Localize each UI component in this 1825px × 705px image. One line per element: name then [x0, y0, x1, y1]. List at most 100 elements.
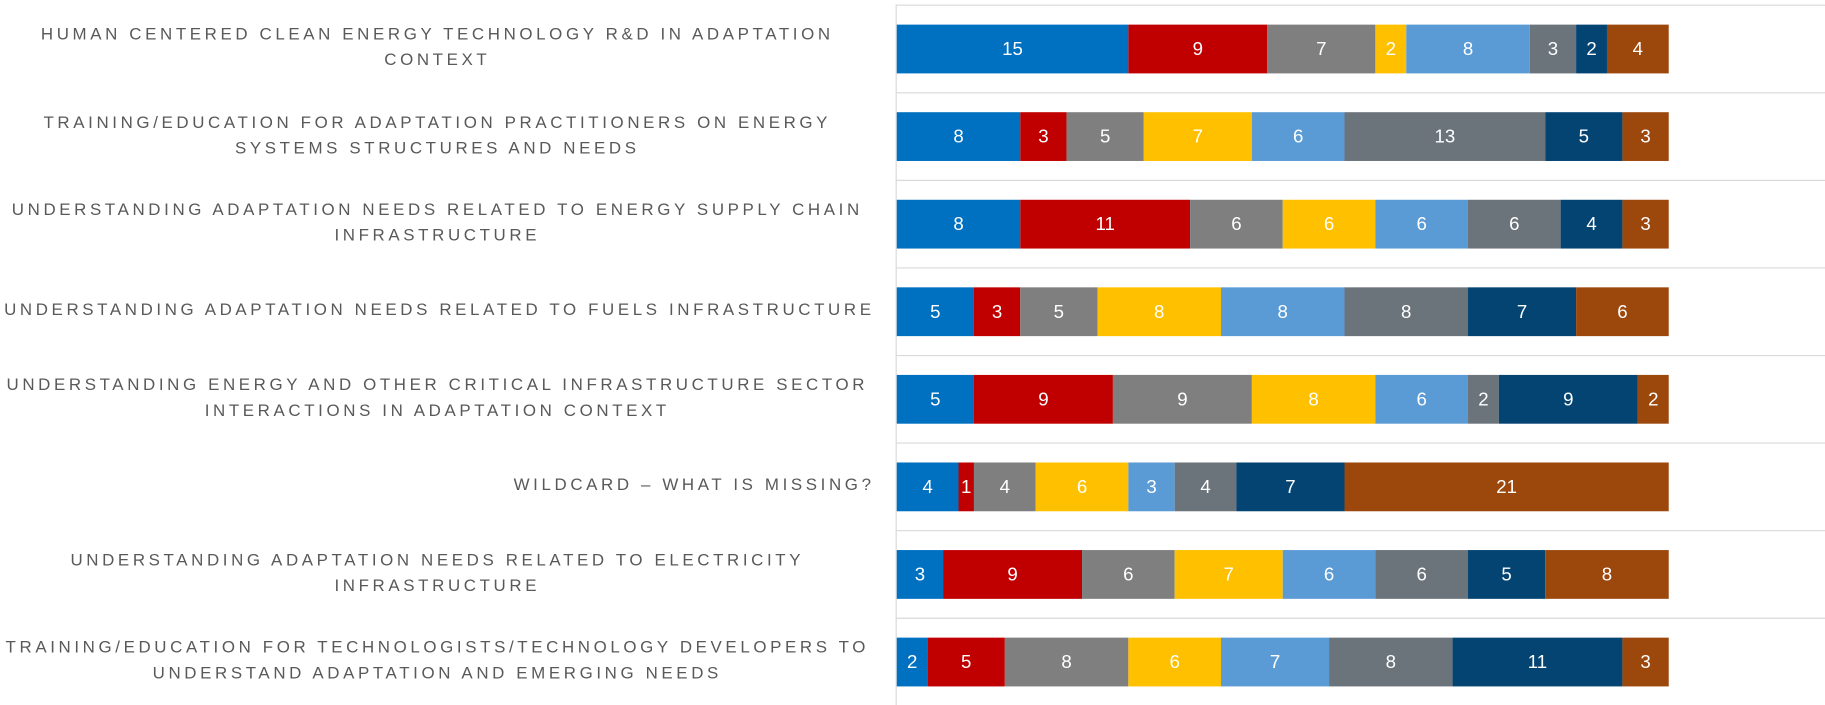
- bar-segment: [1344, 462, 1669, 512]
- data-label: 6: [1509, 213, 1519, 234]
- bar-segment: [1251, 374, 1376, 424]
- data-label: 3: [1640, 651, 1650, 672]
- data-label: 13: [1434, 126, 1455, 147]
- y-tick-label: TRAINING/EDUCATION FOR ADAPTATION PRACTI…: [43, 113, 832, 158]
- data-label: 6: [1417, 388, 1427, 409]
- data-label: 4: [1200, 476, 1210, 497]
- bar-segment: [1128, 24, 1268, 74]
- bar-segment: [896, 462, 959, 512]
- data-label: 8: [1278, 301, 1288, 322]
- data-label: 8: [953, 213, 963, 234]
- bar-segment: [1112, 374, 1252, 424]
- data-label: 11: [1096, 213, 1115, 234]
- bar-segment: [1545, 112, 1623, 161]
- bar-segment: [896, 24, 1129, 74]
- y-tick-label: TRAINING/EDUCATION FOR TECHNOLOGISTS/TEC…: [5, 638, 870, 683]
- bar-segment: [1468, 287, 1577, 337]
- bar-segment: [1251, 112, 1345, 161]
- category-label-wrap: UNDERSTANDING ADAPTATION NEEDS RELATED T…: [0, 548, 875, 599]
- bar-segment: [973, 462, 1036, 512]
- data-label: 6: [1169, 651, 1179, 672]
- data-label: 9: [1177, 388, 1187, 409]
- data-label: 2: [1586, 38, 1596, 59]
- data-label: 11: [1528, 651, 1547, 672]
- bar-segment: [1606, 24, 1669, 74]
- data-label: 8: [1386, 651, 1396, 672]
- data-label: 3: [1640, 126, 1650, 147]
- data-label: 5: [1054, 301, 1064, 322]
- category-label-wrap: TRAINING/EDUCATION FOR TECHNOLOGISTS/TEC…: [0, 635, 875, 686]
- bar-segment: [1267, 24, 1376, 74]
- bar-segment: [1375, 374, 1469, 424]
- bar-segment: [1576, 24, 1607, 74]
- data-label: 3: [1640, 213, 1650, 234]
- data-label: 6: [1077, 476, 1087, 497]
- data-label: 5: [1579, 126, 1589, 147]
- bar-segment: [1375, 199, 1469, 249]
- category-label-wrap: UNDERSTANDING ADAPTATION NEEDS RELATED T…: [0, 298, 875, 324]
- bar-segment: [1560, 199, 1623, 249]
- category-label-wrap: WILDCARD – WHAT IS MISSING?: [0, 473, 875, 499]
- data-label: 3: [1146, 476, 1156, 497]
- y-tick-label: UNDERSTANDING ADAPTATION NEEDS RELATED T…: [70, 551, 805, 596]
- bar-segment: [1220, 637, 1330, 687]
- y-tick-label: UNDERSTANDING ENERGY AND OTHER CRITICAL …: [6, 376, 869, 421]
- data-label: 4: [1000, 476, 1010, 497]
- data-label: 6: [1123, 564, 1133, 585]
- data-label: 1: [961, 476, 971, 497]
- bar-segment: [1220, 287, 1345, 337]
- bar-segment: [1020, 112, 1067, 161]
- data-label: 8: [1463, 38, 1473, 59]
- bar-segment: [1097, 287, 1221, 337]
- bar-segment: [896, 112, 1021, 161]
- data-label: 6: [1417, 213, 1427, 234]
- bar-segment: [1622, 112, 1669, 161]
- data-label: 8: [1061, 651, 1071, 672]
- bar-segment: [958, 462, 974, 512]
- bar-segment: [1622, 637, 1669, 687]
- data-label: 8: [1154, 301, 1164, 322]
- data-label: 9: [1038, 388, 1048, 409]
- bar-segment: [1082, 550, 1175, 599]
- data-label: 9: [1007, 564, 1017, 585]
- bar-segment: [896, 550, 944, 599]
- bar-segment: [1236, 462, 1345, 512]
- data-label: 5: [1100, 126, 1110, 147]
- data-label: 21: [1496, 476, 1517, 497]
- y-tick-label: HUMAN CENTERED CLEAN ENERGY TECHNOLOGY R…: [40, 25, 834, 70]
- bar-segment: [1468, 550, 1546, 599]
- data-label: 7: [1270, 651, 1280, 672]
- data-label: 2: [1648, 388, 1658, 409]
- bar-segment: [943, 550, 1083, 599]
- data-label: 4: [1633, 38, 1643, 59]
- data-label: 5: [930, 301, 940, 322]
- data-label: 8: [1401, 301, 1411, 322]
- bar-segment: [1468, 374, 1499, 424]
- data-label: 3: [1548, 38, 1558, 59]
- data-label: 4: [1586, 213, 1596, 234]
- data-label: 8: [1602, 564, 1612, 585]
- bar-segment: [927, 637, 1005, 687]
- bar-segment: [1498, 374, 1638, 424]
- data-label: 2: [1386, 38, 1396, 59]
- bar-segment: [1637, 374, 1669, 424]
- bar-segment: [1066, 112, 1144, 161]
- data-label: 4: [922, 476, 932, 497]
- data-label: 5: [930, 388, 940, 409]
- data-label: 7: [1316, 38, 1326, 59]
- bar-segment: [1576, 287, 1669, 337]
- data-label: 7: [1517, 301, 1527, 322]
- data-label: 9: [1563, 388, 1573, 409]
- bar-segment: [1174, 550, 1283, 599]
- bar-segment: [1282, 199, 1376, 249]
- y-tick-label: UNDERSTANDING ADAPTATION NEEDS RELATED T…: [11, 200, 863, 246]
- data-label: 5: [961, 651, 971, 672]
- data-label: 7: [1224, 564, 1234, 585]
- data-label: 8: [953, 126, 963, 147]
- category-label-wrap: UNDERSTANDING ENERGY AND OTHER CRITICAL …: [0, 373, 875, 424]
- data-label: 2: [907, 651, 917, 672]
- bar-segment: [1020, 287, 1098, 337]
- bar-segment: [1004, 637, 1129, 687]
